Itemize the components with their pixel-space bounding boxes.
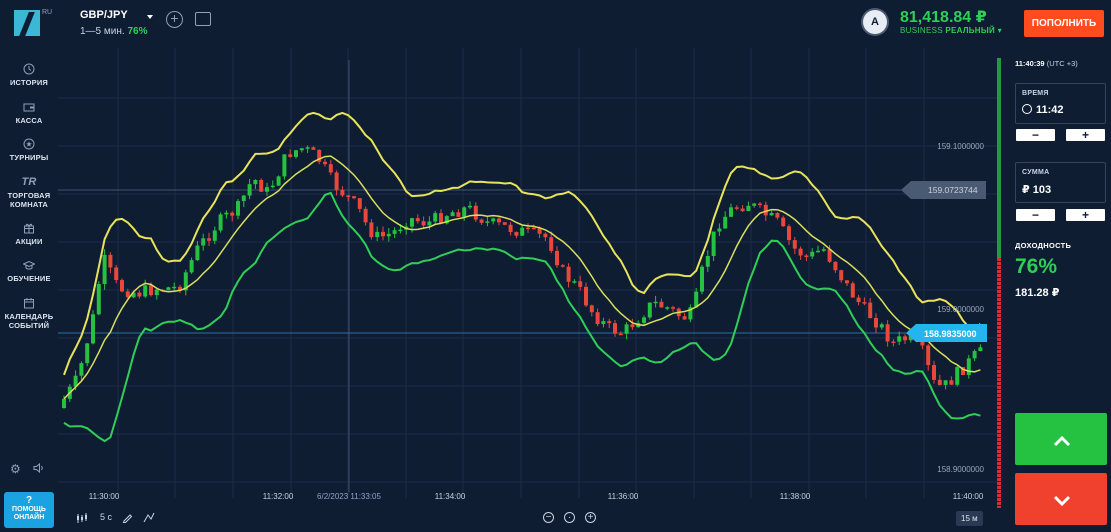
history-icon [0,63,58,75]
price-label-1: 159.1000000 [937,142,984,151]
time-field-label: ВРЕМЯ [1022,90,1049,97]
sidebar-item-cashier[interactable]: КАССА [0,101,58,125]
help-label: ПОМОЩЬ [12,506,46,513]
call-up-button[interactable] [1015,413,1107,465]
wallet-icon [0,101,58,113]
trade-panel: 11:40:39 (UTC +3) ВРЕМЯ 11:42 − + СУММА … [1007,48,1111,532]
yield-amount: 181.28 ₽ [1015,287,1060,299]
reset-zoom-icon[interactable]: · [564,512,575,523]
expiry-time-field[interactable]: ВРЕМЯ 11:42 [1015,83,1106,124]
amount-field-label: СУММА [1022,169,1050,176]
expiry-period-badge[interactable]: 15 м [956,511,983,526]
trophy-icon [0,138,58,150]
sidebar-item-events-calendar[interactable]: КАЛЕНДАРЬ СОБЫТИЙ [0,297,58,330]
target-price-tag [901,181,986,199]
account-type-selector[interactable]: BUSINESS РЕАЛЬНЫЙ ▾ [900,26,1002,35]
asset-expiry: 1—5 мин. [80,26,125,37]
time-label-5: 11:38:00 [780,492,811,501]
put-down-button[interactable] [1015,473,1107,525]
help-label-2: ОНЛАЙН [13,514,45,521]
account-type: РЕАЛЬНЫЙ ▾ [945,26,1002,35]
chevron-up-icon [1053,431,1071,452]
chart-grid [58,48,998,498]
zoom-out-icon[interactable]: − [543,512,554,523]
asset-name: GBP/JPY [80,9,128,21]
sidebar-item-label: ТОРГОВАЯ КОМНАТА [7,191,51,209]
sidebar-item-tournaments[interactable]: ТУРНИРЫ [0,138,58,162]
current-price-value: 158.9835000 [924,329,977,339]
trading-room-icon: TR [21,176,37,188]
time-decrease-button[interactable]: − [1016,129,1055,141]
price-chart[interactable]: 159.1000000 159.0000000 158.9000000 159.… [58,48,998,508]
topup-button[interactable]: ПОПОЛНИТЬ [1024,10,1104,37]
gear-icon[interactable]: ⚙ [10,462,21,476]
indicators-icon[interactable] [143,512,155,525]
yield-label: ДОХОДНОСТЬ [1015,241,1072,250]
sidebar-item-history[interactable]: ИСТОРИЯ [0,63,58,87]
chevron-down-icon[interactable] [147,15,153,19]
calendar-icon [0,297,58,309]
sidebar-item-label: АКЦИИ [15,237,43,246]
sound-icon[interactable] [33,462,45,477]
timeframe-selector[interactable]: 5 с [100,512,113,522]
amount-field-value: ₽ 103 [1022,184,1052,196]
help-icon: ? [25,495,33,506]
logo-region-badge: RU [42,9,53,16]
asset-selector[interactable]: GBP/JPY 1—5 мин. 76% [80,9,147,37]
amount-increase-button[interactable]: + [1066,209,1105,221]
bollinger-lower-band [63,191,981,443]
zoom-in-icon[interactable]: + [585,512,596,523]
time-label-3: 11:34:00 [435,492,466,501]
time-label-2: 11:32:00 [263,492,294,501]
chart-type-icon[interactable] [195,12,211,26]
bollinger-upper-band [63,111,982,376]
asset-payout: 76% [127,26,148,37]
account-tier: BUSINESS [900,26,943,35]
sidebar-item-label: КАЛЕНДАРЬ СОБЫТИЙ [4,312,54,330]
sidebar-item-label: КАССА [15,116,43,125]
price-label-3: 158.9000000 [937,465,984,474]
add-asset-icon[interactable]: + [166,11,183,28]
clock-time: 11:40:39 [1015,59,1045,68]
time-label-4: 11:36:00 [608,492,639,501]
time-label-1: 11:30:00 [89,492,120,501]
pencil-icon[interactable] [122,512,133,525]
sidebar-item-label: ТУРНИРЫ [9,153,49,162]
top-bar: RU GBP/JPY 1—5 мин. 76% + A 81,418.84 ₽ … [0,0,1111,48]
crosshair-time-label: 6/2/2023 11:33:05 [317,492,381,501]
server-clock: 11:40:39 (UTC +3) [1015,59,1078,68]
time-increase-button[interactable]: + [1066,129,1105,141]
help-online-button[interactable]: ? ПОМОЩЬ ОНЛАЙН [4,492,54,528]
logo[interactable]: RU [14,9,52,36]
target-price-value: 159.0723744 [928,185,978,195]
chart-toolbar: 5 с − · + 15 м [58,508,998,532]
sentiment-indicator [997,58,1001,508]
account-balance[interactable]: 81,418.84 ₽ [900,9,987,26]
sidebar: ИСТОРИЯ КАССА ТУРНИРЫ TR ТОРГОВАЯ КОМНАТ… [0,48,58,532]
graduation-cap-icon [0,259,58,271]
amount-field[interactable]: СУММА ₽ 103 [1015,162,1106,203]
candles-icon[interactable] [76,512,88,526]
asset-details: 1—5 мин. 76% [80,26,147,37]
sidebar-item-label: ОБУЧЕНИЕ [7,274,51,283]
clock-timezone: (UTC +3) [1046,59,1078,68]
avatar[interactable]: A [863,10,887,34]
yield-percent: 76% [1015,255,1058,278]
current-price-tag [906,324,987,342]
sidebar-item-trading-room[interactable]: TR ТОРГОВАЯ КОМНАТА [0,176,58,209]
price-label-2: 159.0000000 [937,305,984,314]
time-field-value: 11:42 [1022,104,1064,116]
clock-icon [1022,104,1032,114]
sidebar-item-education[interactable]: ОБУЧЕНИЕ [0,259,58,283]
time-label-6: 11:40:00 [953,492,984,501]
sidebar-item-promotions[interactable]: АКЦИИ [0,222,58,246]
candlesticks [62,145,983,409]
chevron-down-icon [1053,491,1071,512]
amount-decrease-button[interactable]: − [1016,209,1055,221]
gift-icon [0,222,58,234]
sidebar-item-label: ИСТОРИЯ [9,78,49,87]
bollinger-middle-band [63,155,981,400]
